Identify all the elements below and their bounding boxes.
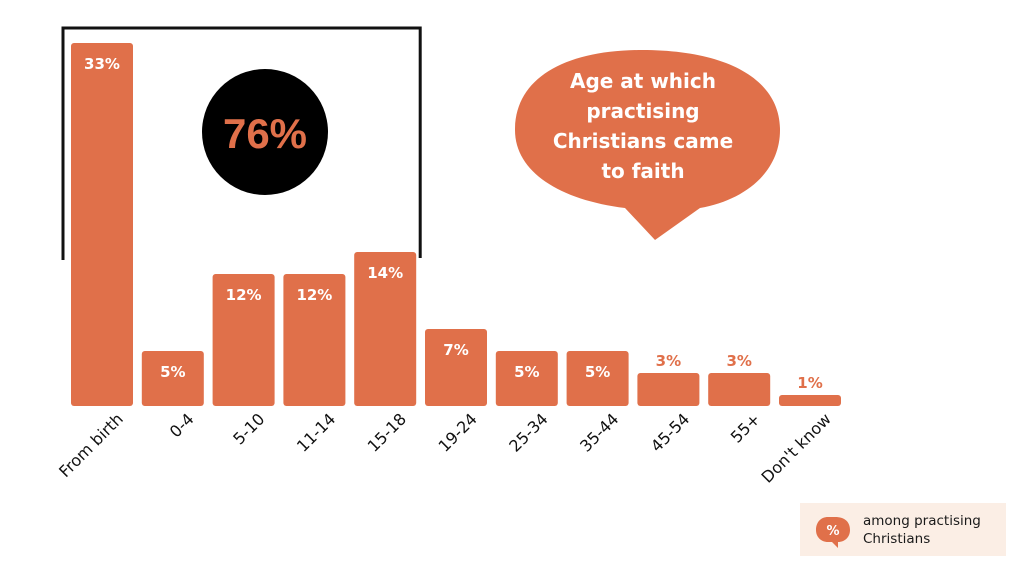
title-line-0: Age at which: [570, 69, 716, 93]
highlight-bracket: [61, 26, 422, 260]
bar-2: [212, 274, 275, 406]
value-label-1: 5%: [160, 363, 185, 381]
x-tick-label-2: 5-10: [229, 409, 268, 448]
title-line-1: practising: [586, 99, 699, 123]
bar-7: [566, 351, 629, 406]
x-tick-label-6: 25-34: [505, 409, 551, 455]
percent-bubble-icon: %: [816, 517, 850, 548]
highlight-circle: [202, 69, 328, 195]
bar-3: [283, 274, 346, 406]
value-label-8: 3%: [656, 352, 681, 370]
x-tick-label-10: Don't know: [758, 409, 835, 486]
x-tick-label-0: From birth: [55, 409, 127, 481]
bar-6: [495, 351, 558, 406]
x-tick-label-7: 35-44: [576, 409, 622, 455]
highlight-total-label: 76%: [223, 110, 307, 157]
bar-4: [354, 252, 417, 406]
value-label-9: 3%: [726, 352, 751, 370]
x-tick-label-1: 0-4: [166, 409, 198, 441]
bar-5: [425, 329, 487, 406]
value-label-10: 1%: [797, 374, 822, 392]
value-label-7: 5%: [585, 363, 610, 381]
x-tick-label-9: 55+: [727, 409, 764, 446]
value-label-3: 12%: [296, 286, 332, 304]
bar-1: [141, 351, 204, 406]
title-line-2: Christians came: [553, 129, 733, 153]
x-tick-label-5: 19-24: [435, 409, 481, 455]
legend: % among practising Christians: [800, 503, 1006, 556]
title-line-3: to faith: [601, 159, 684, 183]
value-label-6: 5%: [514, 363, 539, 381]
value-label-0: 33%: [84, 55, 120, 73]
x-tick-label-4: 15-18: [364, 409, 410, 455]
bar-8: [637, 373, 700, 406]
x-tick-label-8: 45-54: [647, 409, 693, 455]
value-label-2: 12%: [226, 286, 262, 304]
bar-10: [779, 395, 841, 406]
x-tick-label-3: 11-14: [293, 409, 339, 455]
value-label-5: 7%: [443, 341, 468, 359]
value-label-4: 14%: [367, 264, 403, 282]
title-speech-bubble: [515, 50, 780, 240]
legend-text: among practising Christians: [863, 513, 981, 547]
bar-9: [708, 373, 771, 406]
bar-0: [71, 43, 133, 406]
legend-icon-label: %: [826, 524, 839, 539]
